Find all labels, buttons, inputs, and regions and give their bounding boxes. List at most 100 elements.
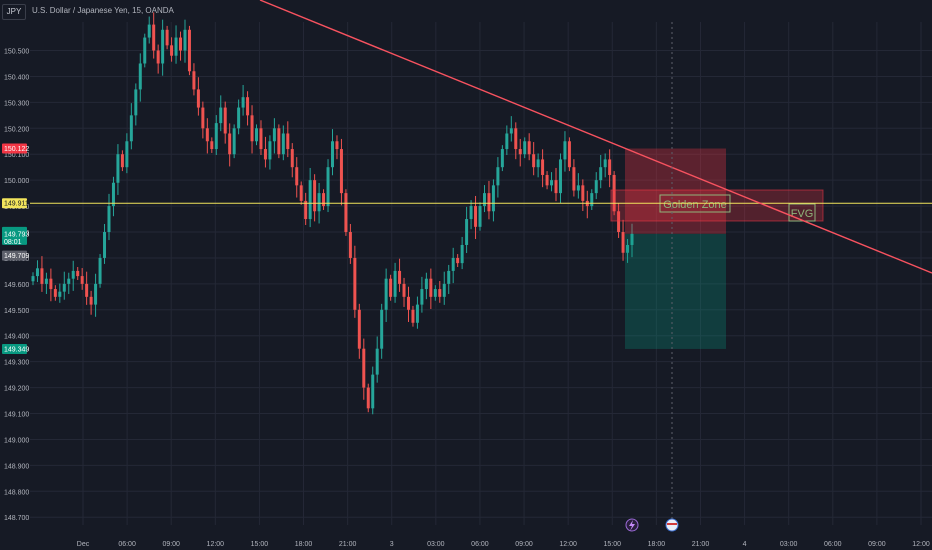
candle-body: [322, 193, 326, 207]
y-tick-label: 149.600: [4, 282, 29, 289]
symbol-button[interactable]: JPY: [2, 4, 26, 20]
candle-body: [335, 141, 339, 150]
y-tick-label: 148.900: [4, 463, 29, 470]
fvg-label: FVG: [791, 208, 814, 220]
candle-body: [447, 270, 451, 284]
candle-body: [536, 159, 540, 168]
x-tick-label: 06:00: [118, 541, 136, 548]
fvg-label-box: [788, 203, 816, 222]
candle-body: [192, 71, 196, 90]
candle-body: [281, 133, 285, 155]
y-tick-label: 150.200: [4, 126, 29, 133]
candle-body: [62, 283, 66, 292]
candle-body: [161, 29, 165, 64]
candle-body: [277, 128, 281, 155]
candle-body: [353, 257, 357, 310]
x-tick-label: 06:00: [471, 541, 489, 548]
candle-body: [89, 296, 93, 305]
candle-body: [357, 309, 361, 349]
candle-body: [362, 348, 366, 388]
candle-body: [290, 149, 294, 168]
trendline: [259, 0, 932, 274]
candle-body: [85, 283, 89, 297]
candle-body: [241, 97, 245, 108]
y-tick-label: 149.300: [4, 360, 29, 367]
y-tick-label: 150.300: [4, 100, 29, 107]
candle-body: [518, 149, 522, 155]
y-tick-label: 150.000: [4, 178, 29, 185]
price-label-countdown: 08:01: [4, 239, 22, 246]
candle-body: [317, 193, 321, 212]
candle-body: [120, 154, 124, 168]
candle-body: [514, 128, 518, 150]
candle-body: [581, 185, 585, 201]
x-tick-label: 03:00: [780, 541, 798, 548]
candle-body: [174, 37, 178, 56]
price-label-badge: [2, 343, 27, 354]
candle-body: [603, 159, 607, 168]
candle-body: [339, 149, 343, 194]
candle-body: [156, 50, 160, 64]
candle-body: [259, 128, 263, 150]
candle-body: [550, 180, 554, 186]
candle-body: [286, 133, 290, 150]
candle-body: [272, 128, 276, 142]
candle-body: [263, 149, 267, 160]
x-tick-label: 21:00: [339, 541, 357, 548]
candle-body: [563, 141, 567, 160]
candle-body: [393, 270, 397, 297]
candle-body: [107, 206, 111, 233]
x-tick-label: 09:00: [162, 541, 180, 548]
candle-body: [424, 278, 428, 290]
candle-body: [183, 29, 187, 51]
candle-body: [487, 193, 491, 212]
price-label-badge: [2, 250, 27, 261]
x-tick-label: 12:00: [207, 541, 225, 548]
candle-body: [80, 276, 84, 284]
chart-title: U.S. Dollar / Japanese Yen, 15, OANDA: [32, 6, 174, 15]
candle-body: [219, 107, 223, 124]
price-label-text: 149.709: [4, 253, 29, 260]
candle-body: [152, 24, 156, 51]
candle-body: [187, 29, 191, 72]
price-label-badge: [2, 198, 27, 209]
candle-body: [375, 348, 379, 375]
y-tick-label: 149.500: [4, 308, 29, 315]
candle-body: [617, 211, 621, 233]
candle-body: [348, 232, 352, 258]
candle-body: [398, 270, 402, 284]
candle-body: [460, 244, 464, 264]
candle-body: [451, 257, 455, 271]
y-tick-label: 150.100: [4, 152, 29, 159]
candle-body: [103, 232, 107, 258]
candle-body: [58, 291, 62, 297]
candle-body: [612, 174, 616, 212]
candle-body: [558, 159, 562, 194]
candle-body: [429, 278, 433, 297]
candle-body: [170, 45, 174, 56]
x-tick-label: 4: [743, 541, 747, 548]
y-tick-label: 149.200: [4, 386, 29, 393]
candle-body: [402, 283, 406, 297]
price-label-text: 149.911: [4, 201, 29, 208]
candle-body: [456, 257, 460, 264]
golden-zone-label: Golden Zone: [663, 199, 727, 211]
candle-body: [626, 244, 630, 253]
candle-body: [295, 167, 299, 186]
x-tick-label: 12:00: [912, 541, 930, 548]
candle-body: [44, 278, 48, 284]
candle-body: [228, 133, 232, 155]
price-label-badge: [2, 143, 27, 154]
candle-body: [94, 283, 98, 305]
candle-body: [304, 200, 308, 220]
x-tick-label: 09:00: [515, 541, 533, 548]
candle-body: [491, 185, 495, 212]
candle-body: [40, 268, 44, 284]
candle-body: [179, 37, 183, 51]
us-flag-stripe-icon: [667, 523, 677, 525]
candle-body: [572, 167, 576, 191]
candle-body: [621, 232, 625, 253]
price-label-text: 149.793: [4, 231, 29, 238]
